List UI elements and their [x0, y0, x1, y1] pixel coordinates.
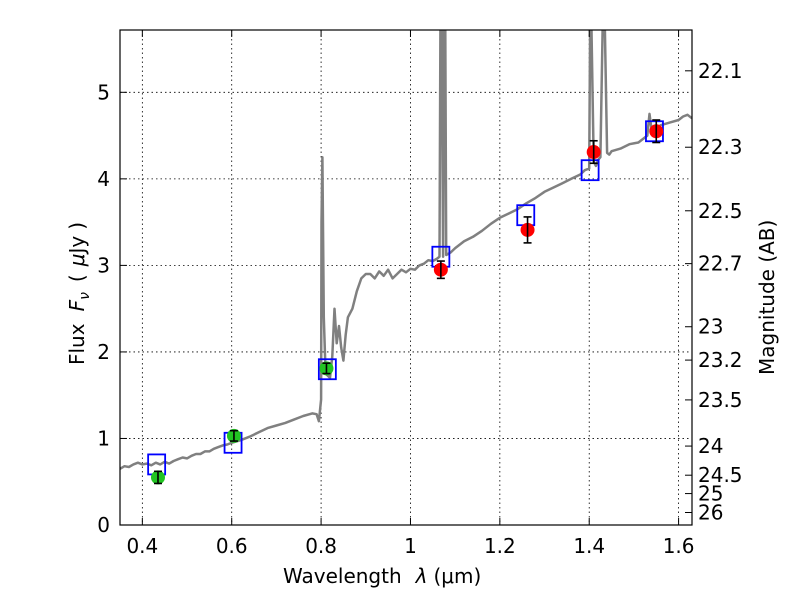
mag-tick-label: 22.5: [698, 199, 743, 223]
mag-tick-label: 23: [698, 315, 723, 339]
y-tick-label: 1: [97, 426, 110, 450]
x-tick-label: 1: [404, 534, 417, 558]
mag-tick-label: 22.1: [698, 59, 743, 83]
x-tick-label: 0.6: [216, 534, 248, 558]
x-tick-label: 1.2: [484, 534, 516, 558]
model-photometry-square: [317, 358, 337, 381]
mag-tick-label: 23.5: [698, 388, 743, 412]
y-axis-label: FluxFν(μJy): [65, 222, 93, 365]
y2-axis-label: Magnitude (AB): [755, 220, 779, 375]
ticks: 0.4 0.6 0.8 1 1.2 1.4 1.601234522.122.322.522.…: [97, 30, 743, 558]
y-tick-label: 2: [97, 340, 110, 364]
y-tick-label: 3: [97, 253, 110, 277]
x-tick-label: 0.4: [126, 534, 158, 558]
y-tick-label: 5: [97, 80, 110, 104]
mag-tick-label: 23.2: [698, 348, 743, 372]
model-photometry-square: [580, 159, 600, 182]
y-tick-label: 0: [97, 513, 110, 537]
y-tick-label: 4: [97, 167, 110, 191]
axes-frame: [119, 29, 693, 526]
mag-tick-label: 24: [698, 434, 723, 458]
x-tick-label: 1.6: [663, 534, 695, 558]
mag-tick-label: 26: [698, 500, 723, 524]
plot-area: [120, 30, 692, 485]
x-tick-label: 1.4: [573, 534, 605, 558]
mag-tick-label: 25: [698, 482, 723, 506]
x-axis-label: Wavelength λ (μm): [283, 564, 481, 588]
grid: [120, 30, 692, 525]
mag-tick-label: 22.7: [698, 252, 743, 276]
mag-tick-label: 22.3: [698, 135, 743, 159]
mag-tick-label: 24.5: [698, 463, 743, 487]
x-tick-label: 0.8: [305, 534, 337, 558]
